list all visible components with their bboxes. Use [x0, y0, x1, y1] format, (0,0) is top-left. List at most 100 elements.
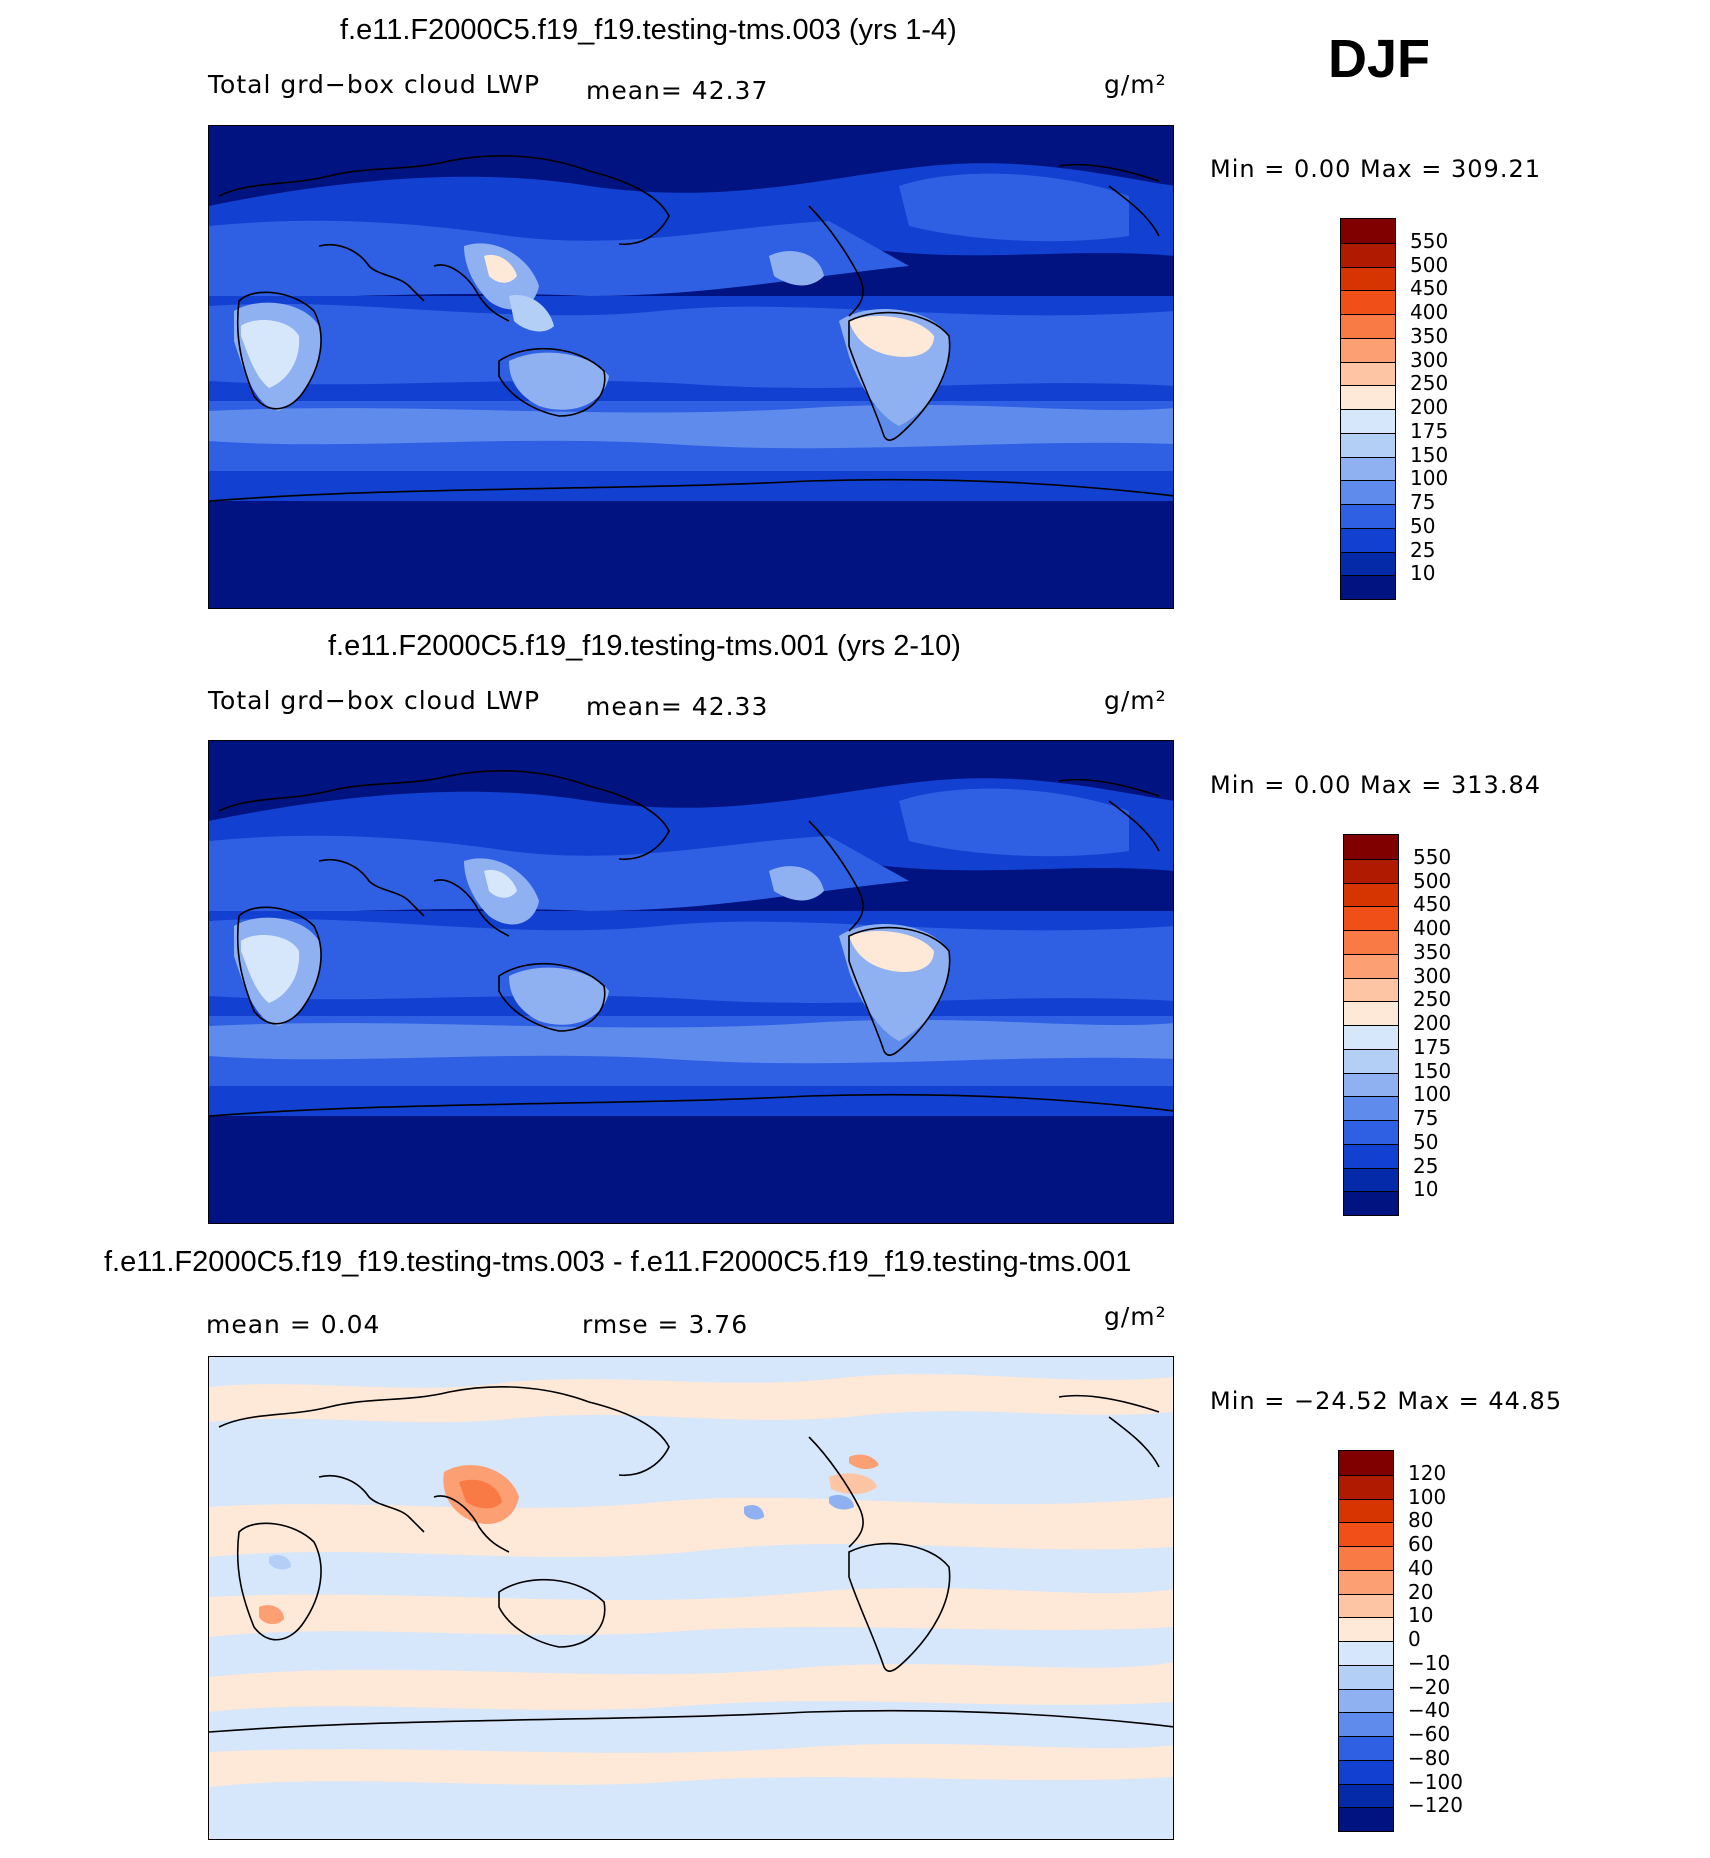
- colorbar-swatch: [1344, 1143, 1398, 1168]
- season-label: DJF: [1328, 29, 1431, 89]
- colorbar-swatch: [1339, 1641, 1393, 1665]
- colorbar-tick-label: −80: [1408, 1745, 1451, 1770]
- colorbar-swatch: [1339, 1759, 1393, 1784]
- colorbar-tick-label: 250: [1410, 371, 1449, 396]
- colorbar-swatch: [1344, 1072, 1398, 1097]
- colorbar-swatch: [1341, 504, 1395, 528]
- panel1-variable: Total grd−box cloud LWP: [208, 70, 541, 99]
- panel2-title: f.e11.F2000C5.f19_f19.testing-tms.001 (y…: [328, 630, 961, 662]
- colorbar-swatch: [1341, 361, 1395, 386]
- colorbar-tick-label: 350: [1413, 939, 1452, 964]
- panel2-variable: Total grd−box cloud LWP: [208, 686, 541, 715]
- colorbar-tick-label: 550: [1410, 228, 1449, 253]
- colorbar-swatch: [1344, 953, 1398, 978]
- colorbar-swatch: [1344, 1025, 1398, 1049]
- colorbar-tick-label: 120: [1408, 1460, 1447, 1485]
- colorbar-swatch: [1339, 1593, 1393, 1618]
- colorbar-tick-label: 450: [1410, 276, 1449, 301]
- colorbar-tick-label: 75: [1410, 490, 1436, 514]
- colorbar-tick-label: 100: [1410, 466, 1449, 491]
- colorbar-tick-label: 10: [1408, 1603, 1434, 1628]
- panel1-title: f.e11.F2000C5.f19_f19.testing-tms.003 (y…: [340, 14, 957, 46]
- panel1-map-svg: [209, 126, 1173, 608]
- colorbar-swatch: [1341, 551, 1395, 576]
- panel3-minmax: Min = −24.52 Max = 44.85: [1210, 1387, 1563, 1415]
- colorbar-swatch: [1344, 835, 1398, 859]
- colorbar-tick-label: 75: [1413, 1106, 1439, 1130]
- colorbar-tick-label: −40: [1408, 1698, 1451, 1723]
- colorbar-swatch: [1341, 575, 1395, 599]
- colorbar-tick-label: 20: [1408, 1579, 1434, 1604]
- colorbar-swatch: [1339, 1569, 1393, 1594]
- colorbar-swatch: [1339, 1617, 1393, 1641]
- colorbar-tick-label: −10: [1408, 1650, 1451, 1675]
- colorbar-swatch: [1344, 882, 1398, 907]
- panel1-units: g/m²: [1104, 70, 1167, 99]
- colorbar-swatch: [1341, 409, 1395, 433]
- colorbar-swatch: [1341, 266, 1395, 291]
- colorbar-swatch: [1339, 1783, 1393, 1808]
- panel2-minmax: Min = 0.00 Max = 313.84: [1210, 771, 1541, 799]
- panel2-map-svg: [209, 741, 1173, 1223]
- colorbar-swatch: [1341, 314, 1395, 338]
- colorbar-swatch: [1339, 1451, 1393, 1475]
- colorbar-swatch: [1344, 1191, 1398, 1215]
- colorbar-swatch: [1344, 1096, 1398, 1120]
- colorbar-tick-label: −20: [1408, 1674, 1451, 1699]
- colorbar-swatch: [1339, 1498, 1393, 1523]
- colorbar-tick-label: 350: [1410, 323, 1449, 348]
- colorbar-tick-label: 40: [1408, 1555, 1434, 1580]
- colorbar-swatch: [1344, 858, 1398, 883]
- colorbar-tick-label: 200: [1410, 395, 1449, 419]
- colorbar-swatch: [1341, 385, 1395, 409]
- colorbar-swatch: [1341, 432, 1395, 457]
- colorbar-tick-label: 500: [1410, 252, 1449, 277]
- colorbar-tick-label: 450: [1413, 892, 1452, 917]
- colorbar-tick-label: 300: [1413, 963, 1452, 988]
- panel1-mean: mean= 42.37: [586, 76, 769, 105]
- colorbar-tick-label: 150: [1413, 1058, 1452, 1083]
- panel2-mean: mean= 42.33: [586, 692, 769, 721]
- colorbar-tick-label: 10: [1410, 561, 1436, 586]
- colorbar-tick-label: 200: [1413, 1011, 1452, 1035]
- colorbar-swatch: [1344, 906, 1398, 930]
- colorbar-tick-label: 175: [1413, 1034, 1452, 1059]
- colorbar-tick-label: 250: [1413, 987, 1452, 1012]
- colorbar-swatch: [1341, 219, 1395, 243]
- colorbar-swatch: [1344, 930, 1398, 954]
- panel1-map: [208, 125, 1174, 609]
- colorbar-swatch: [1339, 1522, 1393, 1546]
- panel2-colorbar: [1343, 834, 1399, 1216]
- colorbar-swatch: [1344, 1167, 1398, 1192]
- colorbar-swatch: [1344, 1001, 1398, 1025]
- colorbar-swatch: [1341, 242, 1395, 267]
- panel3-map: [208, 1356, 1174, 1840]
- colorbar-swatch: [1344, 977, 1398, 1002]
- colorbar-swatch: [1344, 1120, 1398, 1144]
- colorbar-swatch: [1341, 337, 1395, 362]
- colorbar-tick-label: −100: [1408, 1769, 1463, 1794]
- panel2-units: g/m²: [1104, 686, 1167, 715]
- panel3-map-svg: [209, 1357, 1173, 1839]
- colorbar-tick-label: 550: [1413, 844, 1452, 869]
- colorbar-tick-label: 400: [1413, 916, 1452, 940]
- panel3-units: g/m²: [1104, 1302, 1167, 1331]
- colorbar-swatch: [1339, 1546, 1393, 1570]
- colorbar-swatch: [1341, 290, 1395, 314]
- colorbar-tick-label: 25: [1410, 537, 1436, 562]
- colorbar-tick-label: 50: [1410, 513, 1436, 538]
- colorbar-swatch: [1341, 456, 1395, 481]
- colorbar-swatch: [1341, 527, 1395, 552]
- colorbar-swatch: [1339, 1474, 1393, 1499]
- panel3-colorbar: [1338, 1450, 1394, 1832]
- colorbar-swatch: [1341, 480, 1395, 504]
- colorbar-swatch: [1339, 1688, 1393, 1713]
- colorbar-tick-label: 0: [1408, 1627, 1421, 1651]
- panel2-map: [208, 740, 1174, 1224]
- colorbar-tick-label: 50: [1413, 1129, 1439, 1154]
- colorbar-tick-label: 400: [1410, 300, 1449, 324]
- colorbar-tick-label: 25: [1413, 1153, 1439, 1178]
- panel1-minmax: Min = 0.00 Max = 309.21: [1210, 155, 1541, 183]
- panel1-colorbar: [1340, 218, 1396, 600]
- colorbar-tick-label: 175: [1410, 418, 1449, 443]
